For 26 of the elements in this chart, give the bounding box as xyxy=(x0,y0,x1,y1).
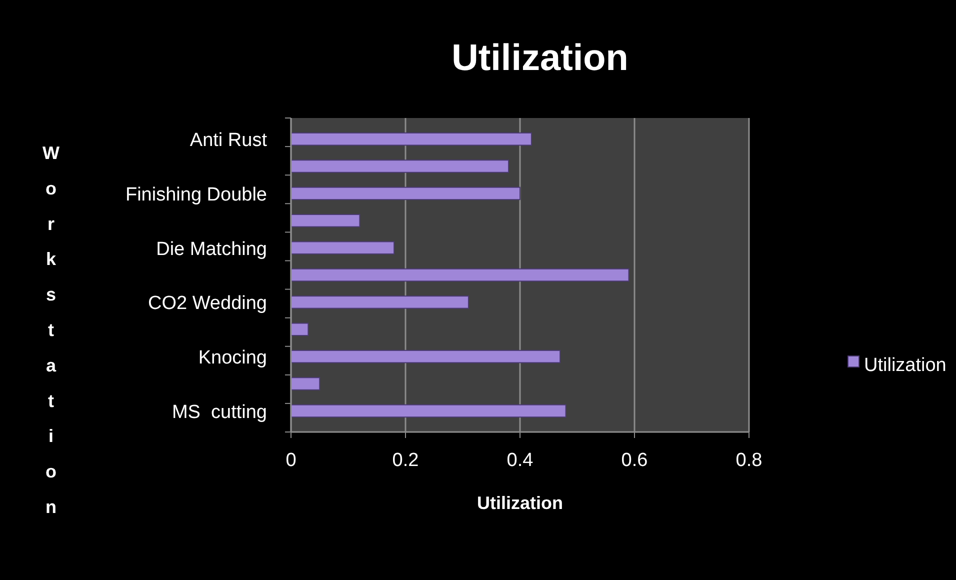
text: Workstation xyxy=(42,143,60,517)
bar xyxy=(290,160,510,173)
x-tick-label: 0.4 xyxy=(506,450,534,471)
x-tick-label: 0.8 xyxy=(736,450,762,471)
x-tick-label: 0.2 xyxy=(392,450,419,471)
bar xyxy=(290,322,309,336)
bar xyxy=(290,377,320,390)
legend-label: Utilization xyxy=(864,355,946,376)
bar xyxy=(290,186,520,200)
bar xyxy=(290,214,360,228)
x-tick-label: 0 xyxy=(286,450,296,471)
bar xyxy=(290,268,630,282)
y-tick-label: Die Matching xyxy=(156,238,267,260)
y-tick-label: Anti Rust xyxy=(190,130,268,152)
chart-title: Utilization xyxy=(452,37,628,78)
bar xyxy=(290,350,561,364)
bar xyxy=(290,132,532,146)
y-tick-label: CO2 Wedding xyxy=(148,293,267,314)
y-tick-label: MS cutting xyxy=(172,402,267,423)
bar xyxy=(290,404,566,418)
y-tick-label: Knocing xyxy=(198,348,267,369)
x-tick-label: 0.6 xyxy=(621,450,648,471)
bar xyxy=(290,241,395,254)
y-tick-label: Finishing Double xyxy=(125,184,267,206)
x-axis-title: Utilization xyxy=(477,493,563,513)
bar xyxy=(290,296,469,309)
